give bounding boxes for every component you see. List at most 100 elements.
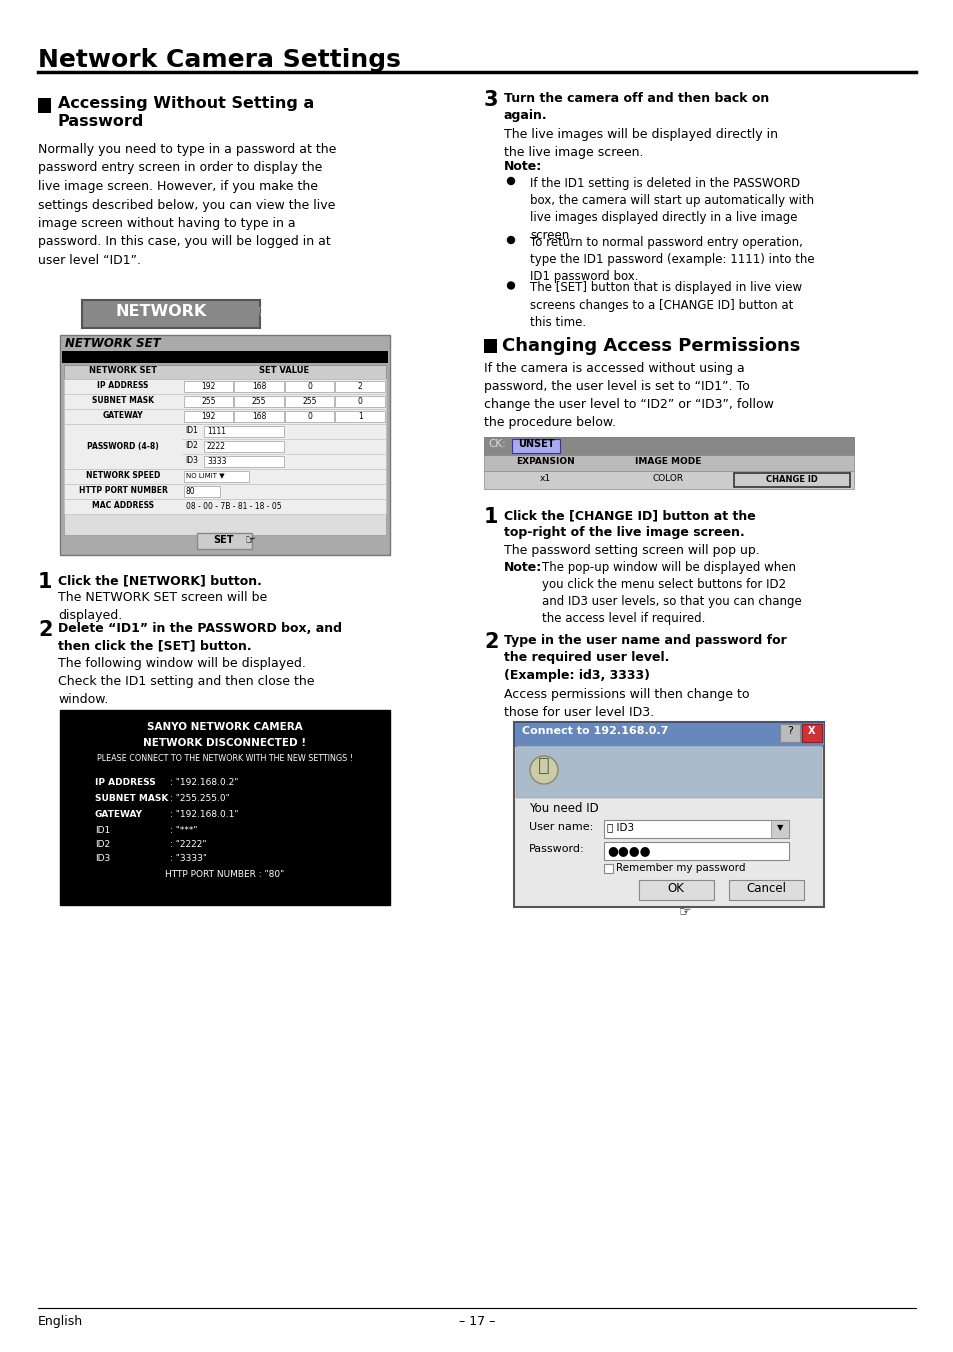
Text: ▼: ▼ xyxy=(776,823,782,831)
Text: 3: 3 xyxy=(483,91,498,110)
Text: 2222: 2222 xyxy=(207,442,226,452)
Text: SUBNET MASK: SUBNET MASK xyxy=(91,396,153,406)
Bar xyxy=(64,469,386,484)
Bar xyxy=(335,396,385,407)
Text: 255: 255 xyxy=(201,397,215,406)
Text: To return to normal password entry operation,
type the ID1 password (example: 11: To return to normal password entry opera… xyxy=(530,237,814,284)
Bar xyxy=(64,484,386,499)
Text: EXPANSION: EXPANSION xyxy=(516,457,575,466)
Text: IP ADDRESS: IP ADDRESS xyxy=(97,381,149,389)
Text: – 17 –: – 17 – xyxy=(458,1315,495,1328)
Text: ID2: ID2 xyxy=(185,441,197,450)
Bar xyxy=(204,426,284,437)
Text: x1: x1 xyxy=(539,475,551,483)
Text: ☞: ☞ xyxy=(679,904,691,918)
Text: ☞: ☞ xyxy=(245,534,256,548)
Text: NETWORK DISCONNECTED !: NETWORK DISCONNECTED ! xyxy=(143,738,306,748)
Text: The [SET] button that is displayed in live view
screens changes to a [CHANGE ID]: The [SET] button that is displayed in li… xyxy=(530,281,801,329)
Bar xyxy=(603,842,788,860)
Text: 💻 ID3: 💻 ID3 xyxy=(606,822,634,831)
Bar xyxy=(483,437,853,456)
Text: ID1: ID1 xyxy=(95,826,111,836)
Text: User name:: User name: xyxy=(529,822,593,831)
Text: If the camera is accessed without using a
password, the user level is set to “ID: If the camera is accessed without using … xyxy=(483,362,773,429)
Text: English: English xyxy=(38,1315,83,1328)
Text: Normally you need to type in a password at the
password entry screen in order to: Normally you need to type in a password … xyxy=(38,143,336,266)
Text: ●●●●: ●●●● xyxy=(606,844,650,857)
Bar xyxy=(204,441,284,452)
Circle shape xyxy=(507,237,514,243)
Bar xyxy=(184,411,233,422)
Bar xyxy=(196,533,252,549)
Bar xyxy=(234,381,284,392)
Text: 08 - 00 - 7B - 81 - 18 - 05: 08 - 00 - 7B - 81 - 18 - 05 xyxy=(186,502,281,511)
Text: PASSWORD (4-8): PASSWORD (4-8) xyxy=(87,442,159,452)
Bar xyxy=(285,411,335,422)
Text: Network Camera Settings: Network Camera Settings xyxy=(38,49,400,72)
Text: The pop-up window will be displayed when
you click the menu select buttons for I: The pop-up window will be displayed when… xyxy=(541,561,801,625)
Bar xyxy=(770,821,788,838)
Text: The password setting screen will pop up.: The password setting screen will pop up. xyxy=(503,544,759,557)
Bar xyxy=(733,473,849,487)
Bar xyxy=(184,396,233,407)
Text: 2: 2 xyxy=(38,621,52,639)
Text: X: X xyxy=(807,726,815,735)
Text: The NETWORK SET screen will be
displayed.: The NETWORK SET screen will be displayed… xyxy=(58,591,267,622)
Text: ID3: ID3 xyxy=(95,854,111,863)
Text: PLEASE CONNECT TO THE NETWORK WITH THE NEW SETTINGS !: PLEASE CONNECT TO THE NETWORK WITH THE N… xyxy=(97,754,353,763)
Text: CHANGE ID: CHANGE ID xyxy=(765,475,817,484)
Bar xyxy=(60,335,390,556)
Text: The following window will be displayed.
Check the ID1 setting and then close the: The following window will be displayed. … xyxy=(58,657,314,706)
Bar xyxy=(285,381,335,392)
Text: SANYO NETWORK CAMERA: SANYO NETWORK CAMERA xyxy=(147,722,302,731)
Text: Note:: Note: xyxy=(503,561,541,575)
Text: 🔑: 🔑 xyxy=(537,756,549,775)
Bar xyxy=(780,725,800,742)
Text: Turn the camera off and then back on
again.: Turn the camera off and then back on aga… xyxy=(503,92,768,122)
Text: 1: 1 xyxy=(483,507,498,527)
Text: GATEWAY: GATEWAY xyxy=(95,810,143,819)
Text: NETWORK SPEED: NETWORK SPEED xyxy=(86,470,160,480)
Bar xyxy=(64,379,386,393)
Bar xyxy=(64,393,386,410)
Text: NO LIMIT ▼: NO LIMIT ▼ xyxy=(186,472,224,479)
Text: : "3333": : "3333" xyxy=(170,854,207,863)
Text: 0: 0 xyxy=(307,412,312,420)
Text: 255: 255 xyxy=(302,397,316,406)
Bar xyxy=(335,381,385,392)
Text: 168: 168 xyxy=(252,383,266,391)
Text: : "2222": : "2222" xyxy=(170,840,206,849)
Text: Connect to 192.168.0.7: Connect to 192.168.0.7 xyxy=(521,726,668,735)
Text: : "255.255.0": : "255.255.0" xyxy=(170,794,230,803)
Text: Note:: Note: xyxy=(503,160,541,173)
Bar xyxy=(38,97,51,114)
Circle shape xyxy=(530,756,558,784)
Text: SET: SET xyxy=(213,535,234,545)
Text: Click the [NETWORK] button.: Click the [NETWORK] button. xyxy=(58,575,262,587)
Bar xyxy=(603,821,788,838)
Text: ☞: ☞ xyxy=(257,303,273,320)
Text: : "192.168.0.1": : "192.168.0.1" xyxy=(170,810,238,819)
Text: 0: 0 xyxy=(307,383,312,391)
Text: You need ID: You need ID xyxy=(529,802,598,815)
Text: HTTP PORT NUMBER : "80": HTTP PORT NUMBER : "80" xyxy=(165,869,284,879)
Text: UNSET: UNSET xyxy=(517,439,554,449)
Text: CK:: CK: xyxy=(488,439,505,449)
Bar xyxy=(64,365,386,535)
Text: Click the [CHANGE ID] button at the
top-right of the live image screen.: Click the [CHANGE ID] button at the top-… xyxy=(503,508,755,539)
Text: 192: 192 xyxy=(201,412,215,420)
Circle shape xyxy=(507,177,514,184)
Text: Delete “ID1” in the PASSWORD box, and
then click the [SET] button.: Delete “ID1” in the PASSWORD box, and th… xyxy=(58,622,341,652)
Text: IP ADDRESS: IP ADDRESS xyxy=(95,777,155,787)
Text: OK: OK xyxy=(667,882,683,895)
Text: Remember my password: Remember my password xyxy=(616,863,744,873)
Text: 192: 192 xyxy=(201,383,215,391)
Text: (Example: id3, 3333): (Example: id3, 3333) xyxy=(503,669,649,681)
Text: Accessing Without Setting a: Accessing Without Setting a xyxy=(58,96,314,111)
Bar xyxy=(512,439,559,453)
Bar xyxy=(728,880,803,900)
Bar xyxy=(516,746,821,798)
Text: Password:: Password: xyxy=(529,844,584,854)
Bar xyxy=(62,352,388,362)
Bar xyxy=(603,864,613,873)
